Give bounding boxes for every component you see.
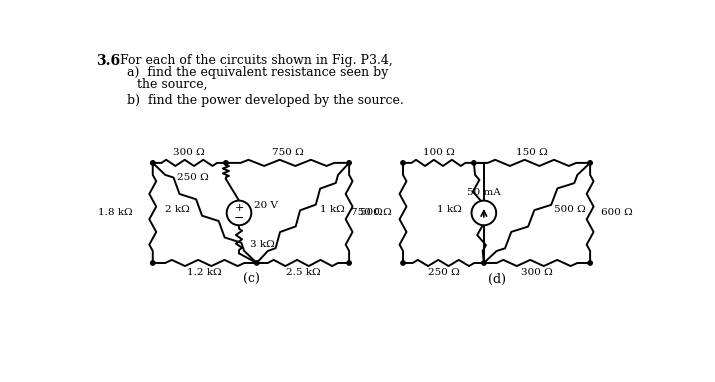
Circle shape — [588, 261, 592, 265]
Text: −: − — [234, 212, 245, 225]
Text: 750 Ω: 750 Ω — [272, 148, 303, 157]
Text: 750 Ω: 750 Ω — [351, 209, 383, 217]
Text: 600 Ω: 600 Ω — [601, 209, 633, 217]
Text: 2 kΩ: 2 kΩ — [164, 205, 189, 214]
Text: 100 Ω: 100 Ω — [423, 148, 454, 157]
Text: (d): (d) — [488, 274, 506, 286]
Text: 250 Ω: 250 Ω — [428, 269, 459, 277]
Circle shape — [151, 261, 155, 265]
Text: 250 Ω: 250 Ω — [177, 173, 209, 182]
Text: 500 Ω: 500 Ω — [554, 205, 586, 214]
Text: 2.5 kΩ: 2.5 kΩ — [285, 269, 320, 277]
Circle shape — [588, 161, 592, 165]
Text: 300 Ω: 300 Ω — [174, 148, 205, 157]
Circle shape — [224, 161, 228, 165]
Text: 300 Ω: 300 Ω — [521, 269, 553, 277]
Text: the source,: the source, — [137, 78, 208, 91]
Text: 1.8 kΩ: 1.8 kΩ — [98, 209, 133, 217]
Text: 500 Ω: 500 Ω — [360, 209, 392, 217]
Text: b)  find the power developed by the source.: b) find the power developed by the sourc… — [127, 94, 403, 107]
Circle shape — [401, 161, 405, 165]
Text: a)  find the equivalent resistance seen by: a) find the equivalent resistance seen b… — [127, 66, 388, 79]
Text: 3 kΩ: 3 kΩ — [250, 240, 275, 249]
Circle shape — [401, 261, 405, 265]
Circle shape — [151, 161, 155, 165]
Circle shape — [255, 261, 259, 265]
Circle shape — [482, 261, 486, 265]
Text: +: + — [235, 202, 244, 212]
Circle shape — [347, 261, 351, 265]
Text: (c): (c) — [242, 274, 260, 286]
Text: 1 kΩ: 1 kΩ — [437, 205, 462, 214]
Text: 20 V: 20 V — [255, 201, 278, 210]
Text: 150 Ω: 150 Ω — [516, 148, 548, 157]
Text: 1.2 kΩ: 1.2 kΩ — [187, 269, 222, 277]
Circle shape — [347, 161, 351, 165]
Text: For each of the circuits shown in Fig. P3.4,: For each of the circuits shown in Fig. P… — [120, 53, 393, 66]
Text: 1 kΩ: 1 kΩ — [320, 205, 345, 214]
Text: 50 mA: 50 mA — [467, 188, 500, 197]
Circle shape — [472, 161, 476, 165]
Circle shape — [227, 201, 252, 225]
Text: 3.6: 3.6 — [97, 53, 121, 68]
Circle shape — [472, 201, 496, 225]
